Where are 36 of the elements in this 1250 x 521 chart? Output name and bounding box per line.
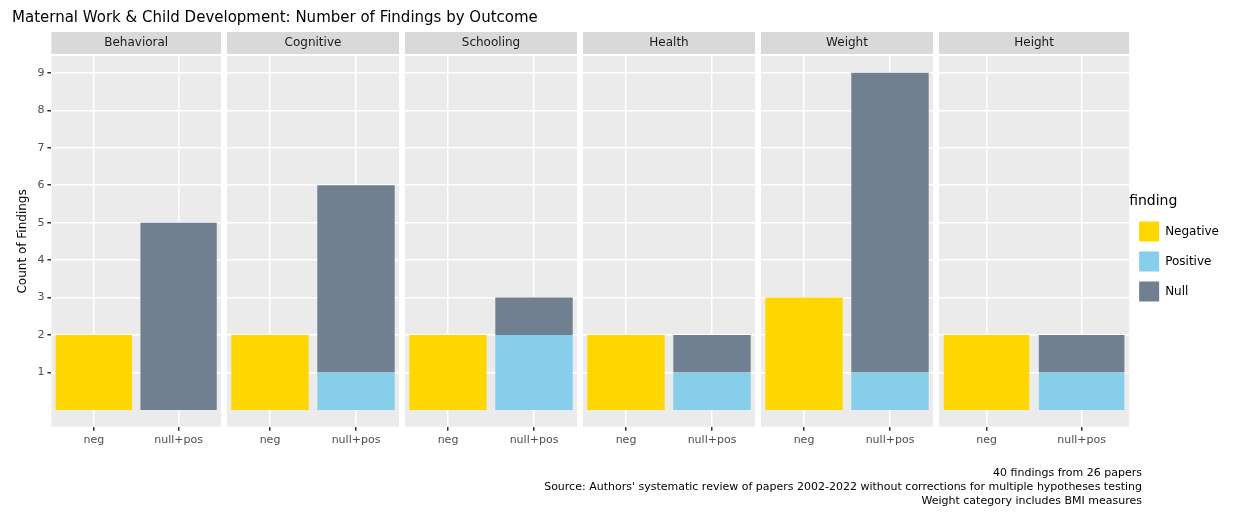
y-tick-label: 9	[37, 65, 45, 79]
x-tick-label: neg	[793, 433, 815, 447]
x-tick-label: neg	[976, 433, 997, 447]
chart-title: Schooling	[461, 35, 521, 50]
y-tick-label: 6	[37, 178, 45, 192]
legend-label: Negative	[1165, 223, 1220, 238]
x-tick-label: null+pos	[1057, 433, 1107, 447]
y-tick-label: 8	[37, 103, 45, 117]
y-tick-label: 5	[37, 215, 45, 229]
x-tick-label: null+pos	[687, 433, 737, 447]
y-tick-label: 7	[37, 140, 45, 154]
x-tick-label: null+pos	[154, 433, 204, 447]
y-tick-label: 4	[37, 252, 45, 266]
y-tick-label: 1	[37, 365, 45, 379]
x-tick-label: null+pos	[331, 433, 381, 447]
x-tick-label: neg	[259, 433, 281, 447]
legend-title: finding	[1129, 192, 1178, 209]
y-axis-title: Count of Findings	[15, 189, 30, 294]
x-tick-label: neg	[615, 433, 637, 447]
chart-title: Cognitive	[284, 35, 342, 50]
chart-title: Health	[649, 35, 689, 50]
y-tick-label: 3	[37, 290, 45, 304]
legend-label: Positive	[1165, 253, 1212, 268]
chart-title: Behavioral	[104, 35, 169, 50]
text: 40 findings from 26 papers	[992, 466, 1142, 480]
x-tick-label: neg	[437, 433, 459, 447]
chart-title: Weight	[826, 35, 869, 50]
y-tick-label: 2	[37, 327, 45, 341]
source-note: Source: Authors' systematic review of papers 2002-2022 without corrections for multiple hypotheses testing	[543, 480, 1142, 494]
legend-label: Null	[1165, 283, 1189, 298]
chart-title: Height	[1014, 35, 1055, 50]
text: Maternal Work & Child Development: Number of Findings by Outcome	[11, 8, 539, 28]
x-tick-label: neg	[83, 433, 105, 447]
text: Weight category includes BMI measures	[920, 494, 1142, 508]
x-tick-label: null+pos	[865, 433, 915, 447]
x-tick-label: null+pos	[509, 433, 559, 447]
